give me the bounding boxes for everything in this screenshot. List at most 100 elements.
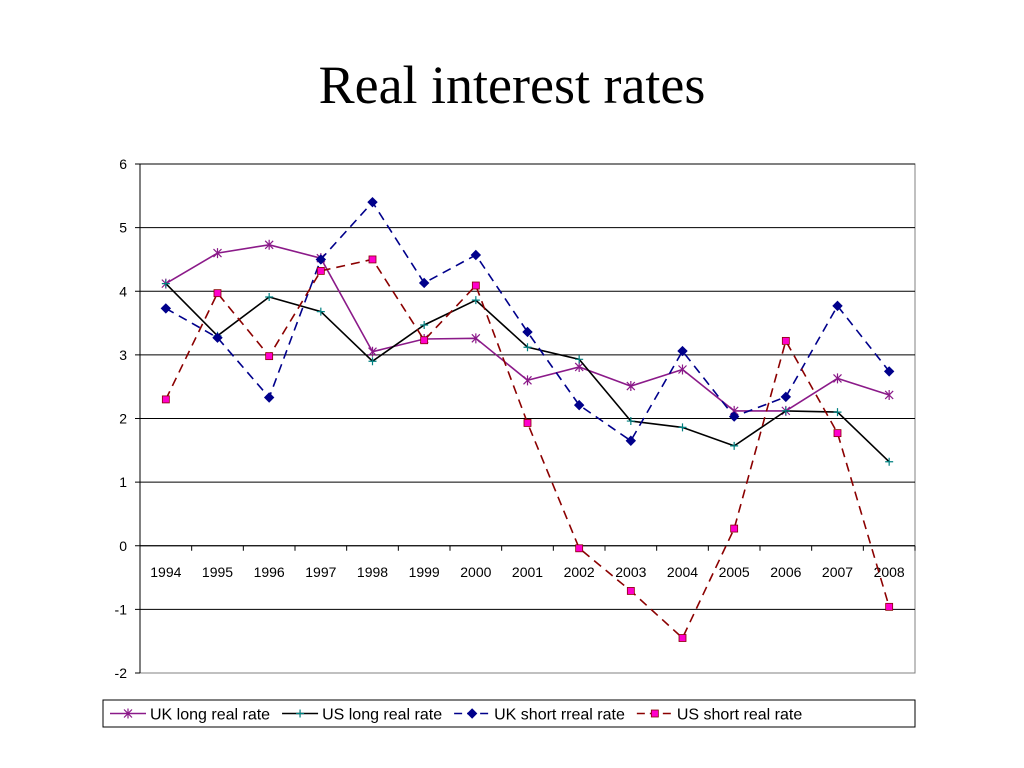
data-point-2002 (573, 399, 585, 411)
series-4 (161, 255, 894, 642)
data-point-2002 (575, 544, 584, 553)
y-tick-label: 4 (119, 283, 127, 299)
data-point-2004 (678, 423, 687, 432)
legend-box (102, 699, 916, 728)
data-point-2008 (885, 602, 894, 611)
legend-label: UK long real rate (150, 707, 270, 724)
data-point-1996 (265, 292, 274, 301)
data-point-1998 (368, 357, 377, 366)
data-point-2006 (781, 336, 790, 345)
data-point-1996 (264, 239, 274, 250)
data-point-1995 (213, 248, 222, 259)
legend-label: UK short rreal rate (494, 707, 625, 724)
data-point-1996 (265, 352, 274, 361)
x-tick-label-1994: 1994 (150, 564, 181, 580)
data-point-1999 (418, 277, 430, 289)
series-line (165, 200, 890, 442)
series-3 (160, 196, 895, 446)
y-tick-label: 5 (119, 220, 127, 236)
data-point-2002 (574, 361, 584, 372)
data-point-2005 (730, 524, 739, 533)
data-point-1996 (263, 392, 275, 403)
data-point-1998 (368, 255, 377, 264)
y-tick-label: 0 (119, 538, 127, 554)
data-point-2007 (833, 373, 842, 384)
x-tick-label-2001: 2001 (512, 564, 543, 580)
x-tick-label-2002: 2002 (564, 564, 595, 580)
legend-item-4: US short real rate (636, 707, 802, 724)
data-point-1995 (212, 332, 223, 343)
data-point-2006 (781, 406, 790, 415)
y-tick-label: 6 (119, 156, 127, 172)
data-point-1997 (316, 266, 325, 275)
data-point-2008 (884, 389, 894, 400)
x-tick-label-2008: 2008 (874, 564, 905, 580)
legend-item-1: UK long real rate (110, 707, 270, 724)
legend-label: US short real rate (677, 707, 802, 724)
x-tick-label-2003: 2003 (615, 564, 646, 580)
x-tick-label-1997: 1997 (305, 564, 336, 580)
data-point-1997 (315, 254, 327, 265)
data-point-2000 (471, 333, 481, 344)
x-tick-label-1996: 1996 (254, 564, 285, 580)
x-tick-label-2004: 2004 (667, 564, 698, 580)
legend-item-3: UK short rreal rate (454, 707, 625, 724)
series-lines (160, 196, 895, 642)
legend-swatch-marker (466, 708, 478, 719)
data-point-2004 (678, 364, 687, 375)
y-tick-label: 3 (119, 347, 127, 363)
data-point-1997 (316, 307, 325, 316)
x-tick-label-1998: 1998 (357, 564, 388, 580)
data-point-1998 (367, 196, 378, 208)
data-point-2001 (523, 343, 532, 352)
data-point-2007 (833, 429, 842, 438)
data-point-1999 (420, 336, 429, 345)
y-tick-label: -1 (115, 601, 128, 617)
x-tick-label-2006: 2006 (770, 564, 801, 580)
data-point-1998 (368, 346, 377, 357)
data-point-2001 (523, 419, 532, 427)
y-tick-label: 1 (119, 474, 127, 490)
series-line (165, 258, 890, 640)
data-point-2001 (522, 326, 533, 338)
data-point-2005 (728, 411, 740, 422)
data-point-2000 (471, 296, 480, 305)
data-point-1995 (213, 289, 222, 298)
axes: -2 -1 0 1 2 3 4 5 6 1994 1995 1996 1997 1998 1999 2000 2… (115, 156, 916, 681)
series-2 (161, 279, 894, 466)
data-point-2005 (730, 441, 739, 450)
data-point-1994 (160, 303, 172, 314)
data-point-2004 (678, 634, 687, 642)
x-tick-label-2007: 2007 (822, 564, 853, 580)
slide-title: Real interest rates (318, 55, 706, 115)
series-line (165, 283, 890, 463)
data-point-1994 (161, 279, 170, 288)
legend-swatch-marker (123, 708, 133, 719)
data-point-2000 (471, 281, 480, 290)
data-point-2001 (523, 375, 532, 386)
y-tick-label: -2 (115, 665, 128, 681)
legend-label: US long real rate (322, 707, 442, 724)
x-tick-label-2000: 2000 (460, 564, 491, 580)
legend-item-2: US long real rate (282, 707, 442, 724)
data-point-2008 (885, 457, 894, 466)
x-tick-label-1995: 1995 (202, 564, 233, 580)
data-point-2003 (626, 587, 635, 595)
data-point-2000 (470, 249, 482, 261)
legend: UK long real rate US long real rate UK sho… (102, 699, 916, 728)
data-point-2006 (780, 391, 792, 403)
legend-swatch-marker (650, 709, 659, 718)
y-tick-label: 2 (119, 411, 127, 427)
data-point-1999 (420, 320, 429, 329)
data-point-2004 (677, 345, 688, 357)
x-tick-label-1999: 1999 (409, 564, 440, 580)
data-point-2008 (883, 366, 895, 377)
grid-lines (139, 163, 916, 674)
data-point-2007 (833, 408, 842, 417)
data-point-2002 (575, 355, 584, 364)
data-point-1994 (161, 395, 170, 404)
data-point-2003 (626, 417, 635, 426)
data-point-2003 (625, 435, 637, 446)
x-tick-label-2005: 2005 (719, 564, 750, 580)
